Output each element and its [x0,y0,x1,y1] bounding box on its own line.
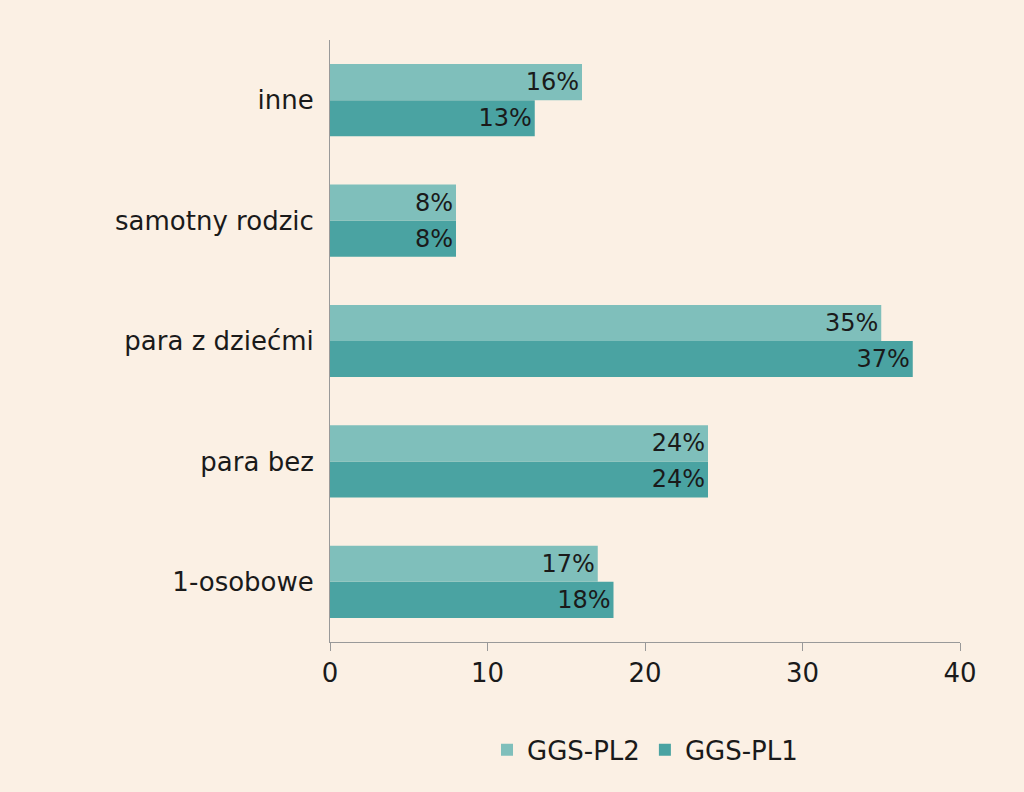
svg-text:18%: 18% [557,586,610,614]
svg-text:samotny rodzic: samotny rodzic [115,206,314,236]
svg-text:0: 0 [322,658,339,688]
svg-text:24%: 24% [652,465,705,493]
svg-text:24%: 24% [652,429,705,457]
svg-text:20: 20 [628,658,661,688]
svg-text:GGS-PL2: GGS-PL2 [527,736,640,766]
svg-text:35%: 35% [825,309,878,337]
svg-text:10: 10 [471,658,504,688]
svg-text:1-osobowe: 1-osobowe [172,567,313,597]
svg-text:inne: inne [258,85,314,115]
svg-text:para bez: para bez [200,447,313,477]
svg-text:30: 30 [786,658,819,688]
svg-text:40: 40 [943,658,976,688]
svg-text:13%: 13% [478,104,531,132]
svg-text:para z dziećmi: para z dziećmi [124,326,313,356]
svg-text:17%: 17% [541,550,594,578]
svg-text:8%: 8% [415,189,453,217]
svg-text:37%: 37% [856,345,909,373]
svg-text:GGS-PL1: GGS-PL1 [685,736,798,766]
svg-text:8%: 8% [415,225,453,253]
svg-text:16%: 16% [526,68,579,96]
